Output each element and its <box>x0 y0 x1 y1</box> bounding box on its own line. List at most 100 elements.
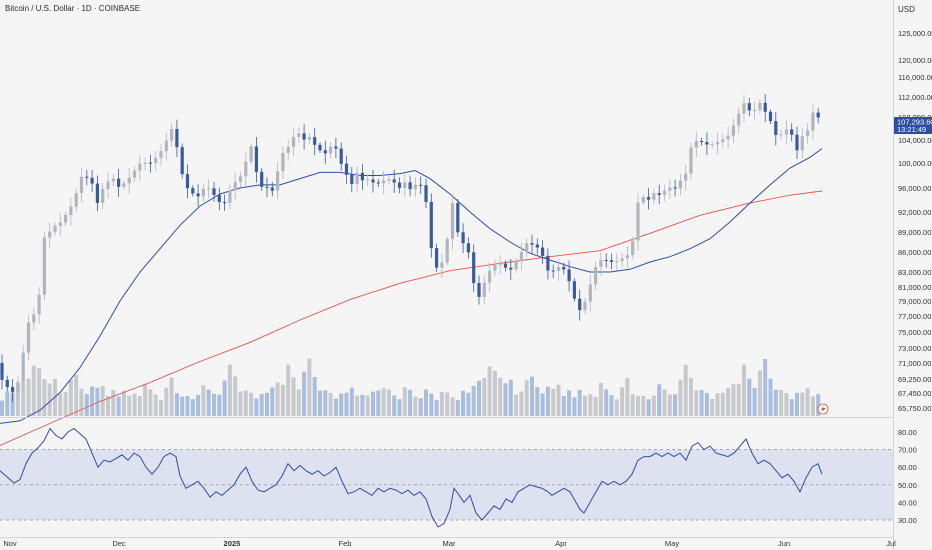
volume-bar <box>169 377 174 416</box>
time-tick-label: Nov <box>3 539 17 548</box>
candle-body <box>127 177 131 184</box>
volume-bar <box>519 391 524 416</box>
candle-body <box>472 252 476 284</box>
volume-bar <box>333 398 338 416</box>
volume-bar <box>37 368 42 416</box>
currency-label[interactable]: USD <box>898 5 915 14</box>
candle-body <box>334 146 338 149</box>
volume-bar <box>620 387 625 416</box>
candle-body <box>678 180 682 189</box>
price-tick-label: 65,750.00 <box>898 404 931 413</box>
candle-body <box>806 130 810 137</box>
volume-bar <box>630 394 635 416</box>
candle-body <box>535 244 539 248</box>
candle-body <box>159 151 163 158</box>
volume-bar <box>477 380 481 416</box>
volume-bar <box>763 358 768 416</box>
volume-bar <box>159 399 163 416</box>
time-axis[interactable]: Nov Dec 2025 Feb Mar Apr May Jun Jul <box>3 539 896 548</box>
volume-bar <box>429 393 434 416</box>
volume-bar <box>514 394 519 416</box>
volume-bar <box>694 390 699 416</box>
candle-body <box>594 266 598 285</box>
volume-bar <box>402 387 407 416</box>
volume-bar <box>21 382 26 416</box>
volume-bar <box>143 383 148 416</box>
time-tick-label: 2025 <box>224 539 241 548</box>
volume-bar <box>318 390 322 416</box>
volume-bar <box>365 395 370 416</box>
volume-bar <box>153 394 158 416</box>
volume-bar <box>312 377 317 416</box>
candle-body <box>631 240 635 256</box>
volume-bar <box>174 393 179 416</box>
candle-body <box>270 187 274 191</box>
candles <box>0 94 820 402</box>
candle-body <box>74 193 78 207</box>
volume-bar <box>699 390 704 416</box>
price-tick-label: 71,000.00 <box>898 359 931 368</box>
volume-bar <box>757 370 762 416</box>
candle-body <box>48 231 52 238</box>
candle-body <box>588 284 592 302</box>
price-tick-label: 104,000.00 <box>898 136 932 145</box>
candle-body <box>753 109 757 111</box>
candle-body <box>609 260 614 262</box>
volume-bar <box>726 387 731 416</box>
volume-bar <box>572 397 577 416</box>
volume-bar <box>201 385 206 416</box>
candle-body <box>710 144 714 146</box>
volume-bar <box>238 391 243 416</box>
price-tick-label: 120,000.00 <box>898 56 932 65</box>
volume-bar <box>657 384 662 416</box>
candle-body <box>567 269 571 282</box>
volume-bar <box>111 389 116 416</box>
candle-body <box>652 193 656 200</box>
price-tick-label: 92,000.00 <box>898 208 931 217</box>
candle-body <box>546 255 550 271</box>
candle-body <box>228 190 232 203</box>
volume-bar <box>42 379 47 416</box>
lightning-icon[interactable] <box>817 403 829 415</box>
rsi-axis[interactable]: 80.00 70.00 60.00 50.00 40.00 30.00 <box>898 428 917 525</box>
volume-bar <box>185 395 190 416</box>
candle-body <box>657 193 661 195</box>
volume-bar <box>540 393 545 416</box>
volume-bar <box>651 395 656 416</box>
volume-bar <box>74 375 79 416</box>
volume-bar <box>254 398 259 416</box>
candle-body <box>747 103 751 111</box>
candle-body <box>58 222 62 226</box>
candle-body <box>260 171 264 187</box>
volume-bar <box>556 384 561 416</box>
volume-bar <box>137 396 142 416</box>
volume-bar <box>524 380 529 416</box>
candle-body <box>742 103 746 114</box>
volume-bar <box>530 376 534 416</box>
candle-body <box>355 172 359 184</box>
volume-bar <box>673 394 678 416</box>
volume-bar <box>646 399 651 416</box>
ma-short-line <box>0 148 823 424</box>
candle-body <box>784 129 788 135</box>
price-axis[interactable]: 125,000.00 120,000.00 116,000.00 112,000.00… <box>898 29 932 413</box>
volume-bar <box>413 396 418 416</box>
candle-body <box>790 129 794 135</box>
candle-body <box>148 162 152 164</box>
candle-body <box>32 314 36 323</box>
candle-body <box>117 178 121 187</box>
volume-bar <box>217 394 222 416</box>
volume-bar <box>752 387 757 416</box>
candle-body <box>721 139 725 142</box>
candle-body <box>737 113 741 126</box>
volume-bar <box>689 377 693 416</box>
candle-body <box>774 121 778 135</box>
candle-body <box>344 163 349 175</box>
candle-body <box>244 161 248 177</box>
candle-body <box>387 179 391 181</box>
volume-bar <box>773 389 778 416</box>
volume-bar <box>0 400 4 416</box>
volume-bar <box>206 389 211 416</box>
candle-body <box>64 214 68 223</box>
